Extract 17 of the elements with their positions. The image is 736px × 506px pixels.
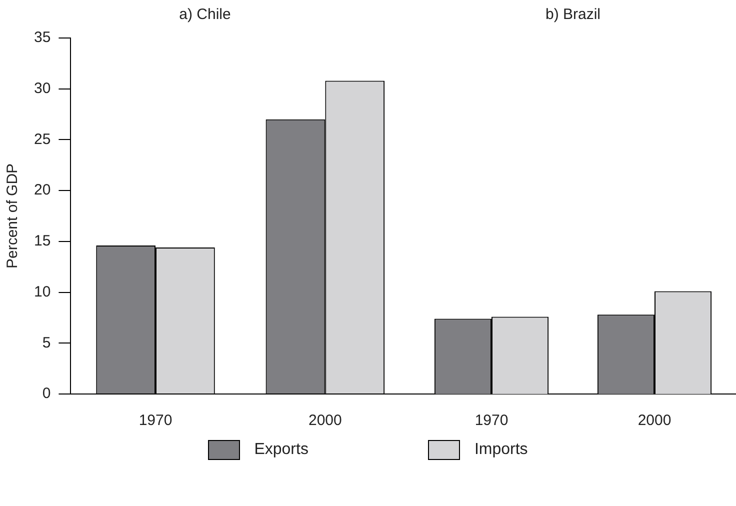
y-tick-label: 15 <box>34 232 51 250</box>
legend-label: Imports <box>474 441 528 459</box>
x-tick-label: 1970 <box>138 412 172 430</box>
x-tick-label: 2000 <box>308 412 342 430</box>
y-tick-label: 5 <box>42 334 51 352</box>
y-axis-title: Percent of GDP <box>4 163 22 269</box>
x-tick-label: 2000 <box>638 412 672 430</box>
y-tick-label: 35 <box>34 29 51 46</box>
chart-title: b) Brazil <box>545 6 601 24</box>
y-tick-label: 25 <box>34 130 51 148</box>
legend-label: Exports <box>254 441 308 459</box>
y-tick-label: 30 <box>34 80 51 97</box>
x-tick-label: 1970 <box>474 412 508 430</box>
y-tick-label: 10 <box>34 283 51 300</box>
y-tick-label: 0 <box>42 385 51 402</box>
chart-title: a) Chile <box>179 6 231 24</box>
y-tick-label: 20 <box>34 182 51 199</box>
